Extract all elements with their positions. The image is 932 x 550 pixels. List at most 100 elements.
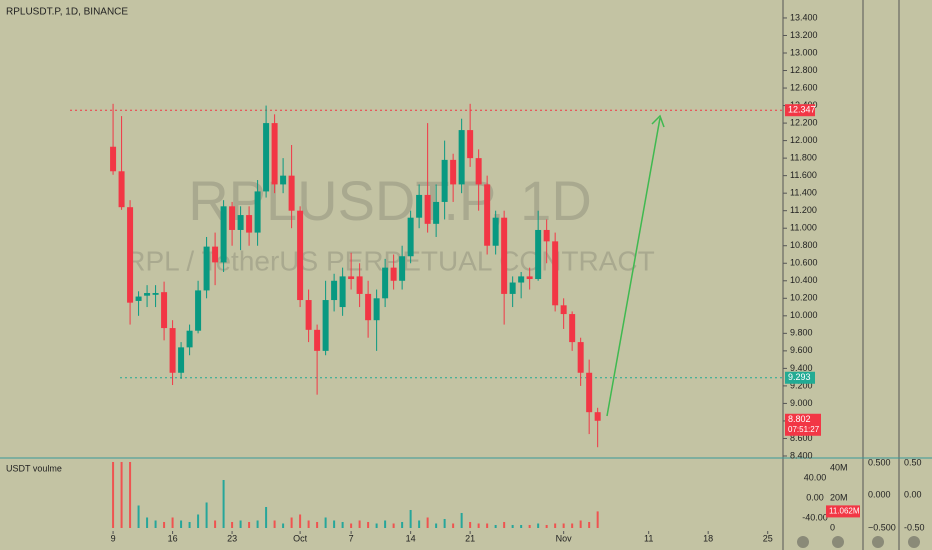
y-tick-label: 8.400 <box>790 450 813 460</box>
volume-bar <box>341 521 344 528</box>
volume-bar <box>146 517 149 528</box>
volume-bar <box>375 523 378 528</box>
y-tick-label: 11.200 <box>790 205 817 215</box>
volume-bar <box>265 506 268 528</box>
x-tick-label: 23 <box>227 533 237 543</box>
volume-bar <box>571 523 574 528</box>
volume-bar <box>596 511 599 528</box>
candle-body <box>467 130 474 159</box>
volume-bar <box>112 461 115 528</box>
y-tick-label: 9.600 <box>790 345 813 355</box>
volume-bar <box>273 520 276 528</box>
volume-bar <box>537 523 540 528</box>
candle-body <box>254 191 261 233</box>
candle-body <box>526 276 533 280</box>
volume-bar <box>443 518 446 528</box>
volume-bar <box>282 523 285 528</box>
level-label-box <box>785 371 815 384</box>
y-tick-label: 12.200 <box>790 117 818 127</box>
volume-bar <box>154 520 157 528</box>
volume-bar <box>579 520 582 528</box>
volume-bar <box>554 523 557 528</box>
last-price-box <box>785 413 821 436</box>
candle-body <box>169 328 176 373</box>
volume-bar <box>418 520 421 528</box>
candle-body <box>280 175 287 185</box>
volume-bar <box>435 523 438 528</box>
volume-bar <box>333 520 336 528</box>
volume-bar <box>469 521 472 528</box>
candle-body <box>152 293 159 295</box>
candle-body <box>127 207 134 303</box>
indicator-scale-label: 0.00 <box>904 489 922 499</box>
toolbar-button[interactable] <box>797 536 809 548</box>
candle-body <box>586 372 593 413</box>
volume-bar <box>452 523 455 528</box>
candle-body <box>288 175 295 211</box>
volume-bar <box>137 505 140 528</box>
indicator-scale-label: −0.500 <box>868 522 896 532</box>
candle-body <box>475 158 482 185</box>
last-price-label: 8.802 <box>788 414 811 424</box>
candle-body <box>220 206 227 263</box>
toolbar-button[interactable] <box>832 536 844 548</box>
volume-bar <box>239 520 242 528</box>
candle-body <box>135 296 142 301</box>
candle-body <box>450 159 457 185</box>
y-tick-label: 12.000 <box>790 135 818 145</box>
candle-body <box>339 276 346 308</box>
volume-bar <box>316 521 319 528</box>
candle-body <box>178 347 185 373</box>
volume-bar <box>307 520 310 528</box>
y-tick-label: 10.400 <box>790 275 818 285</box>
volume-bar <box>392 523 395 528</box>
volume-bar <box>477 523 480 528</box>
candle-body <box>569 314 576 343</box>
volume-bar <box>384 520 387 528</box>
x-tick-label: Oct <box>293 533 308 543</box>
candle-body <box>110 146 117 172</box>
y-tick-label: 12.600 <box>790 82 818 92</box>
candle-body <box>501 217 508 294</box>
countdown-label: 07:51:27 <box>788 425 820 434</box>
candle-body <box>229 206 236 230</box>
volume-bar <box>588 521 591 528</box>
volume-bar <box>486 523 489 528</box>
indicator-scale-label: 0.50 <box>904 457 922 467</box>
volume-bar <box>358 520 361 528</box>
candle-body <box>373 298 380 321</box>
chart-title: RPLUSDT.P, 1D, BINANCE <box>6 7 128 18</box>
y-tick-label: 9.200 <box>790 380 813 390</box>
candle-body <box>577 342 584 373</box>
volume-bar <box>188 521 191 528</box>
volume-bar <box>503 521 506 528</box>
candle-body <box>356 276 363 294</box>
volume-bar <box>163 521 166 528</box>
volume-bar <box>545 524 548 528</box>
y-tick-label: 11.800 <box>790 153 817 163</box>
candle-body <box>594 412 601 421</box>
candle-body <box>263 123 270 192</box>
candle-body <box>492 217 499 246</box>
volume-bar <box>511 524 514 528</box>
volume-bar <box>367 521 370 528</box>
candle-body <box>399 256 406 281</box>
volume-tick-label: 0 <box>830 522 835 532</box>
x-tick-label: 14 <box>406 533 416 543</box>
volume-bar <box>528 524 531 528</box>
volume-bar <box>231 521 234 528</box>
candle-body <box>203 246 210 291</box>
volume-bar <box>222 479 225 528</box>
y-tick-label: 11.000 <box>790 223 817 233</box>
candle-body <box>271 123 278 185</box>
toolbar-button[interactable] <box>872 536 884 548</box>
candle-body <box>331 280 338 301</box>
candle-body <box>144 293 151 296</box>
candle-body <box>390 267 397 281</box>
toolbar-button[interactable] <box>908 536 920 548</box>
candle-body <box>365 293 372 321</box>
volume-bar <box>120 461 123 528</box>
level-label-box <box>785 104 815 117</box>
candle-body <box>424 194 431 224</box>
